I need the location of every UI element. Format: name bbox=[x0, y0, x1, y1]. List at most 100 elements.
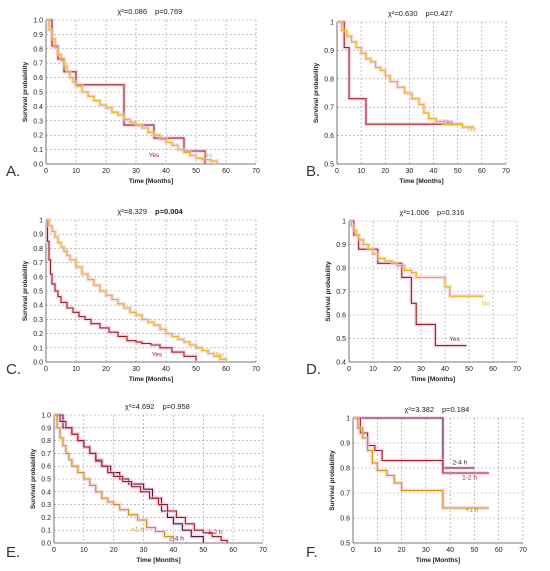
y-tick-label: 0.5 bbox=[33, 289, 43, 296]
y-axis-label: Survival probability bbox=[30, 448, 37, 509]
survival-curve--1-h bbox=[353, 417, 489, 509]
series-label: 2-4 h bbox=[452, 459, 467, 466]
series-label: 1-2 h bbox=[208, 529, 223, 536]
y-tick-label: 0.1 bbox=[33, 345, 43, 352]
series-label: Yes bbox=[449, 336, 460, 343]
series-glow bbox=[45, 218, 198, 361]
grid bbox=[45, 219, 257, 363]
series-label: 1-2 h bbox=[462, 474, 477, 481]
x-tick-label: 40 bbox=[162, 168, 170, 175]
y-axis-label: Survival probability bbox=[313, 62, 320, 123]
x-tick-label: 0 bbox=[44, 168, 48, 175]
y-tick-label: 0.4 bbox=[33, 104, 43, 111]
km-panel-2: 0 10 20 30 40 50 60 70 0.5 0.6 0.7 0.8 0.9 1 Time [Mon… bbox=[306, 9, 510, 185]
y-tick-label: 0.4 bbox=[41, 489, 51, 496]
series-label: <1 h bbox=[466, 507, 479, 514]
y-tick-label: 0.5 bbox=[340, 541, 350, 548]
x-tick-label: 60 bbox=[222, 168, 230, 175]
x-tick-label: 10 bbox=[369, 366, 377, 373]
y-tick-label: 1 bbox=[342, 219, 346, 226]
grid bbox=[336, 21, 507, 165]
p-value: p=0.769 bbox=[155, 7, 182, 16]
x-tick-label: 10 bbox=[72, 168, 80, 175]
x-tick-label: 30 bbox=[422, 547, 430, 554]
y-tick-label: 1 bbox=[330, 20, 334, 27]
y-tick-label: 0.9 bbox=[340, 441, 350, 448]
x-tick-label: 70 bbox=[502, 168, 510, 175]
y-tick-label: 0.6 bbox=[33, 75, 43, 82]
x-tick-label: 0 bbox=[52, 547, 56, 554]
x-tick-label: 20 bbox=[398, 547, 406, 554]
x-tick-label: 10 bbox=[373, 547, 381, 554]
y-tick-label: 0.9 bbox=[33, 32, 43, 39]
x-tick-label: 20 bbox=[102, 168, 110, 175]
x-tick-label: 30 bbox=[132, 366, 140, 373]
series-glow bbox=[337, 20, 463, 127]
y-tick-label: 0.2 bbox=[41, 515, 51, 522]
series-label: No bbox=[216, 351, 225, 358]
y-tick-label: 0.8 bbox=[33, 46, 43, 53]
y-tick-label: 0.1 bbox=[41, 528, 51, 535]
x-tick-label: 0 bbox=[351, 547, 355, 554]
survival-curve-no bbox=[349, 220, 484, 297]
y-tick-label: 0.7 bbox=[33, 61, 43, 68]
y-tick-label: 0.6 bbox=[336, 313, 346, 320]
y-tick-label: 0.4 bbox=[33, 303, 43, 310]
km-panel-4: 0 10 20 30 40 50 60 70 0.4 0.5 0.6 0.7 0.8 0.9 1 Time [… bbox=[306, 208, 521, 383]
y-tick-label: 0.1 bbox=[33, 147, 43, 154]
chi-square-stat: χ²=4.692 bbox=[125, 402, 155, 411]
y-tick-label: 1 bbox=[346, 416, 350, 423]
y-tick-label: 0.5 bbox=[41, 477, 51, 484]
x-tick-label: 50 bbox=[471, 547, 479, 554]
y-axis-label: Survival probability bbox=[22, 260, 29, 321]
x-tick-label: 40 bbox=[441, 366, 449, 373]
x-axis-label: Time [Months] bbox=[416, 557, 460, 564]
x-tick-label: 40 bbox=[430, 168, 438, 175]
panel-letter: E. bbox=[6, 544, 20, 561]
x-axis-label: Time [Months] bbox=[136, 557, 180, 564]
p-value: p=0.427 bbox=[426, 9, 453, 18]
y-tick-label: 0.9 bbox=[324, 48, 334, 55]
y-tick-label: 0.7 bbox=[324, 105, 334, 112]
x-tick-label: 50 bbox=[454, 168, 462, 175]
x-tick-label: 20 bbox=[110, 547, 118, 554]
y-tick-label: 0.8 bbox=[340, 466, 350, 473]
y-axis-label: Survival probability bbox=[329, 450, 336, 511]
y-tick-label: 0.6 bbox=[33, 274, 43, 281]
x-tick-label: 0 bbox=[347, 366, 351, 373]
y-axis-label: Survival probability bbox=[325, 261, 332, 322]
x-tick-label: 40 bbox=[446, 547, 454, 554]
y-tick-label: 0.5 bbox=[324, 162, 334, 169]
series-glow bbox=[349, 219, 467, 348]
y-tick-label: 0.6 bbox=[41, 464, 51, 471]
y-tick-label: 0.6 bbox=[324, 133, 334, 140]
x-tick-label: 20 bbox=[393, 366, 401, 373]
p-value: p=0.958 bbox=[163, 402, 190, 411]
chi-square-stat: χ²=1.006 bbox=[399, 208, 429, 217]
x-tick-label: 30 bbox=[132, 168, 140, 175]
survival-curve-yes bbox=[337, 21, 463, 125]
grid bbox=[45, 19, 257, 165]
x-tick-label: 50 bbox=[199, 547, 207, 554]
x-tick-label: 0 bbox=[44, 366, 48, 373]
series-glow bbox=[349, 219, 484, 299]
grid bbox=[348, 220, 518, 363]
y-tick-label: 0.9 bbox=[33, 232, 43, 239]
survival-curve-2-4-h bbox=[353, 417, 475, 469]
panel-letter: C. bbox=[6, 361, 21, 378]
km-panel-3: 0 10 20 30 40 50 60 70 0.0 0.1 0.2 0.3 0.4 0.5 0.6 0.7 0… bbox=[6, 207, 260, 383]
x-tick-label: 60 bbox=[222, 366, 230, 373]
x-tick-label: 40 bbox=[170, 547, 178, 554]
y-tick-label: 0.8 bbox=[41, 438, 51, 445]
y-tick-label: 0.7 bbox=[33, 260, 43, 267]
y-tick-label: 0.7 bbox=[340, 491, 350, 498]
survival-curve-no bbox=[46, 19, 218, 164]
series-label: No bbox=[482, 301, 491, 308]
p-value: p=0.316 bbox=[437, 208, 464, 217]
panel-letter: F. bbox=[306, 544, 318, 561]
panel-letter: B. bbox=[306, 163, 320, 180]
series-label: Yes bbox=[152, 351, 163, 358]
survival-curve-1-2-h bbox=[54, 414, 228, 543]
x-tick-label: 0 bbox=[335, 168, 339, 175]
y-tick-label: 0.9 bbox=[336, 242, 346, 249]
